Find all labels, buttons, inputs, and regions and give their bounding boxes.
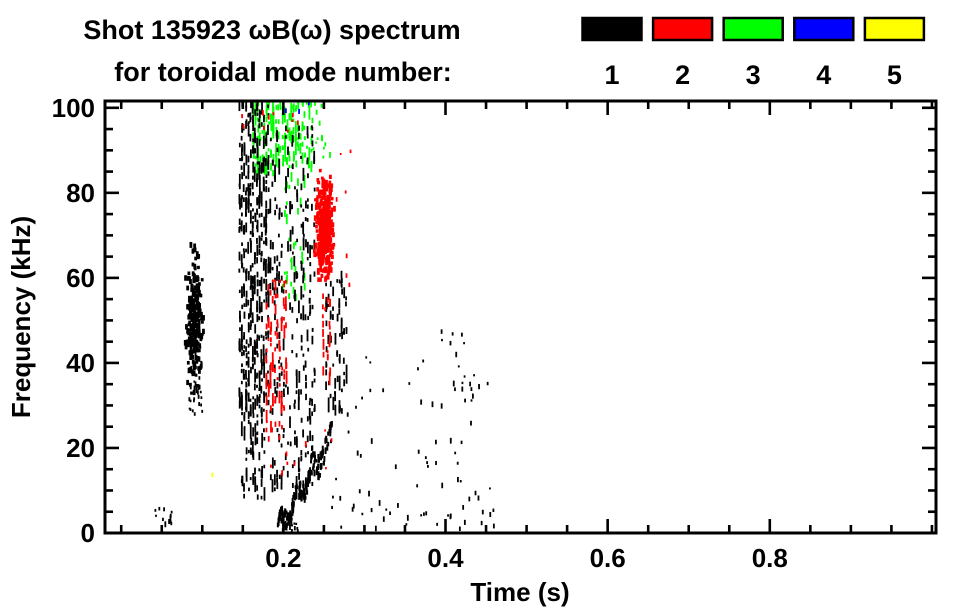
legend-label-mode-1: 1 xyxy=(604,60,619,90)
legend-label-mode-4: 4 xyxy=(816,60,831,90)
feature-mode-2-dots xyxy=(241,101,299,133)
plot-frame xyxy=(103,99,938,535)
legend-swatch-mode-2 xyxy=(651,16,714,42)
y-tick-label-60: 60 xyxy=(66,263,95,293)
feature-mode-3-streaks xyxy=(275,101,313,173)
y-tick-label-80: 80 xyxy=(66,178,95,208)
legend-swatch-mode-3 xyxy=(722,16,784,42)
y-axis-label: Frequency (kHz) xyxy=(6,216,36,418)
feature-mode-1-streaks xyxy=(325,270,348,416)
legend-swatch-mode-1 xyxy=(581,16,643,42)
spectrogram-points xyxy=(154,101,495,533)
feature-mode-1-dots xyxy=(188,345,204,416)
y-tick-label-100: 100 xyxy=(52,93,95,123)
feature-mode-1-streaks xyxy=(238,101,270,418)
feature-mode-2-dots xyxy=(270,427,333,477)
y-tick-label-0: 0 xyxy=(81,518,95,548)
axis-tick-labels: 0.2 0.4 0.6 0.8 0 20 40 60 80 100 xyxy=(52,93,788,573)
feature-mode-2-dots xyxy=(335,149,352,288)
legend-swatch-mode-4 xyxy=(793,16,855,42)
feature-mode-2-streaks xyxy=(321,293,332,386)
x-tick-label-0.6: 0.6 xyxy=(590,543,626,573)
y-tick-label-20: 20 xyxy=(66,433,95,463)
feature-mode-3-dots xyxy=(311,102,331,159)
x-tick-label-0.2: 0.2 xyxy=(265,543,301,573)
chart-title-line2: for toroidal mode number: xyxy=(114,57,452,87)
y-tick-label-40: 40 xyxy=(66,348,95,378)
legend-label-mode-2: 2 xyxy=(675,60,690,90)
chart-title-line1: Shot 135923 ωB(ω) spectrum xyxy=(83,15,460,45)
feature-mode-2-streaks xyxy=(265,279,288,442)
axis-ticks xyxy=(105,101,936,535)
feature-mode-5-dots xyxy=(211,472,214,478)
legend-swatch-mode-5 xyxy=(863,16,926,42)
feature-mode-1-streaks xyxy=(240,411,266,501)
feature-mode-4-dots xyxy=(284,101,310,114)
feature-mode-1-dots xyxy=(469,374,489,426)
feature-mode-1-dots xyxy=(154,506,173,528)
feature-mode-1-blob xyxy=(183,241,205,396)
feature-mode-1-dots xyxy=(331,476,495,532)
feature-mode-1-streaks xyxy=(269,125,316,497)
feature-mode-1-dots xyxy=(449,332,466,465)
feature-mode-1-dots xyxy=(346,329,443,470)
legend-label-mode-5: 5 xyxy=(887,60,902,90)
legend-label-mode-3: 3 xyxy=(746,60,761,90)
x-tick-label-0.4: 0.4 xyxy=(427,543,464,573)
feature-mode-1-chirp xyxy=(276,421,333,528)
x-axis-label: Time (s) xyxy=(470,577,569,607)
x-tick-label-0.8: 0.8 xyxy=(752,543,788,573)
legend: 1 2 3 4 5 xyxy=(581,16,926,90)
feature-mode-2-blob xyxy=(313,168,336,282)
